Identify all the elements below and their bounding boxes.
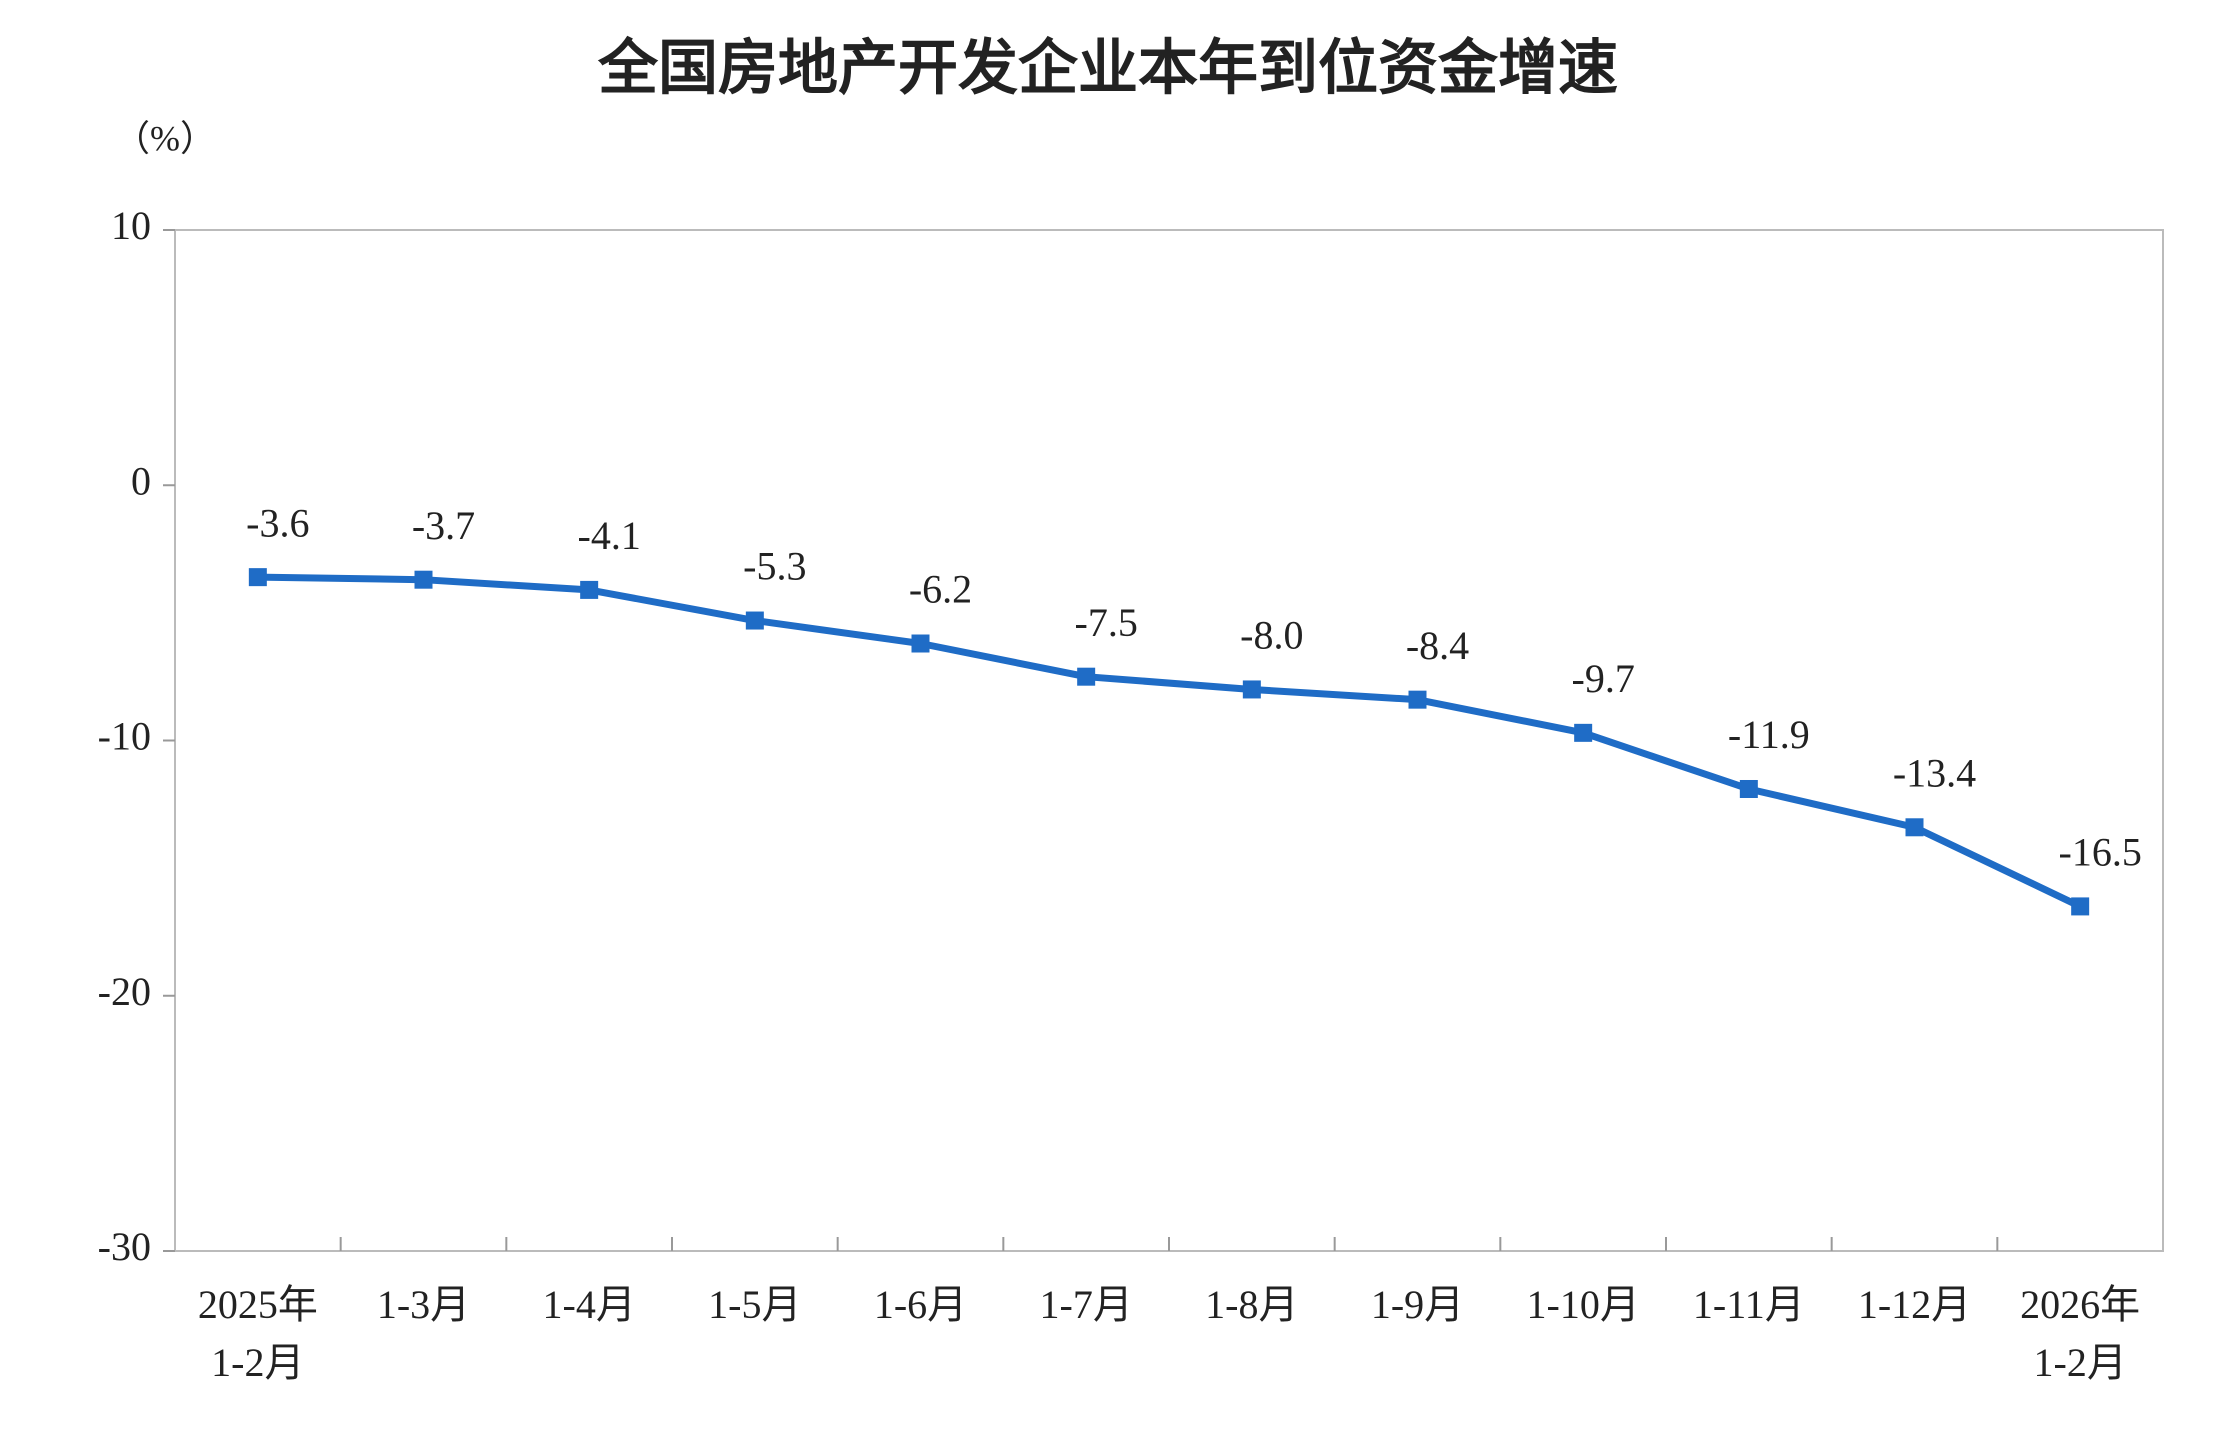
y-tick-label: 0 [131,458,151,503]
data-marker [1408,690,1427,709]
x-tick-label: 2025年 1-2月 [198,1282,318,1385]
x-tick-label: 1-12月 [1858,1282,1971,1327]
data-marker [1574,723,1593,742]
data-marker [1242,680,1261,699]
data-label: -16.5 [2059,830,2142,875]
x-tick-label: 1-10月 [1527,1282,1640,1327]
y-tick-label: -10 [98,714,151,759]
data-marker [414,570,433,589]
data-label: -8.0 [1240,613,1303,658]
data-marker [1077,667,1096,686]
data-label: -3.6 [246,500,309,545]
y-unit-label: （%） [114,118,216,158]
x-tick-label: 1-6月 [874,1282,967,1327]
data-label: -11.9 [1728,712,1810,757]
data-marker [1739,779,1758,798]
x-tick-label: 1-11月 [1693,1282,1805,1327]
x-tick-label: 1-8月 [1205,1282,1298,1327]
data-label: -8.4 [1406,623,1469,668]
data-label: -7.5 [1075,600,1138,645]
data-marker [580,580,599,599]
plot-frame [174,229,2164,1252]
y-tick-label: -20 [98,969,151,1014]
x-tick-label: 2026年 1-2月 [2020,1282,2140,1385]
x-tick-label: 1-7月 [1040,1282,1133,1327]
data-marker [248,568,267,587]
data-label: -6.2 [909,567,972,612]
y-tick-label: -30 [98,1224,151,1269]
data-marker [2071,897,2090,916]
data-label: -3.7 [412,503,475,548]
x-tick-label: 1-4月 [543,1282,636,1327]
x-tick-label: 1-9月 [1371,1282,1464,1327]
y-tick-label: 10 [111,203,151,248]
data-marker [911,634,930,653]
data-marker [1905,818,1924,837]
data-label: -5.3 [743,544,806,589]
x-tick-label: 1-3月 [377,1282,470,1327]
data-label: -13.4 [1893,750,1976,795]
chart-title: 全国房地产开发企业本年到位资金增速 [597,34,1618,104]
data-line [257,573,2082,910]
data-label: -4.1 [578,513,641,558]
data-label: -9.7 [1572,656,1635,701]
x-tick-label: 1-5月 [708,1282,801,1327]
data-marker [745,611,764,630]
